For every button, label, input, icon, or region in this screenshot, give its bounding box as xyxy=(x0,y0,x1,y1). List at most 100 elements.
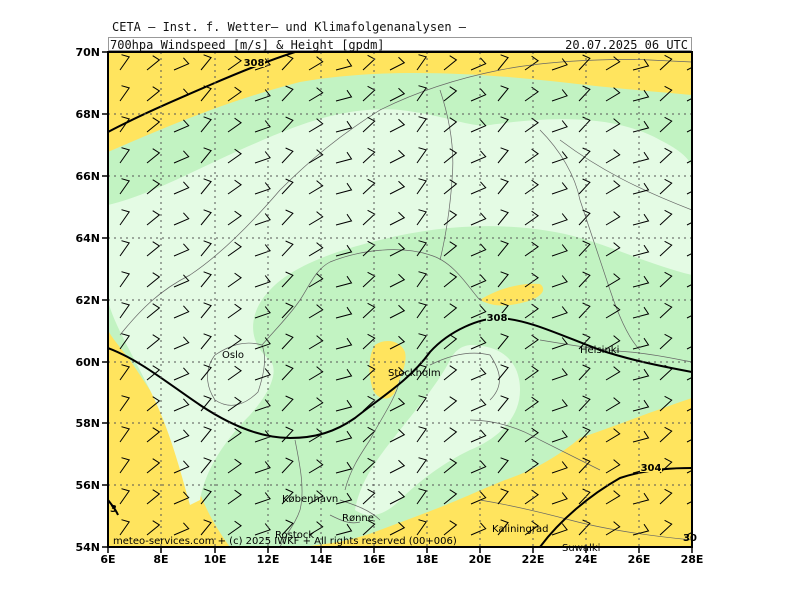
wind-barb xyxy=(470,491,487,505)
contour-308-main xyxy=(108,316,692,440)
wind-barb xyxy=(578,395,591,412)
wind-barb xyxy=(470,181,487,195)
wind-barb xyxy=(146,179,161,195)
wind-barb xyxy=(443,365,458,381)
wind-barb xyxy=(389,273,406,288)
wind-barb xyxy=(281,116,294,133)
wind-barb xyxy=(389,335,406,350)
wind-barb xyxy=(254,492,271,505)
wind-barb xyxy=(119,426,131,443)
wind-barb xyxy=(470,57,487,71)
wind-barb xyxy=(389,397,406,412)
wind-barb xyxy=(605,459,621,474)
contour-label-west: 3 xyxy=(110,504,117,515)
wind-barb xyxy=(524,117,539,133)
wind-barb xyxy=(308,304,324,319)
wind-barb xyxy=(362,147,376,164)
wind-barb xyxy=(173,119,190,133)
wind-barb xyxy=(227,117,242,133)
wind-barb xyxy=(254,306,271,319)
wind-barb xyxy=(551,58,568,71)
wind-barb xyxy=(389,428,406,443)
wind-barb xyxy=(443,396,458,412)
wind-barb xyxy=(173,150,190,164)
wind-barb xyxy=(335,213,353,226)
lon-label-22e: 22E xyxy=(522,553,545,566)
wind-barb xyxy=(200,85,212,102)
wind-barb xyxy=(362,85,376,102)
wind-barb xyxy=(416,271,428,288)
wind-barb xyxy=(524,210,539,226)
wind-barb xyxy=(200,302,212,319)
lat-label-64n: 64N xyxy=(75,232,100,245)
wind-barb xyxy=(497,209,509,226)
city-label-helsinki: Helsinki xyxy=(580,345,619,356)
wind-barb xyxy=(470,398,487,412)
wind-barb xyxy=(227,272,242,288)
wind-barb xyxy=(416,302,428,319)
wind-barb xyxy=(470,305,487,319)
wind-barb xyxy=(335,275,353,288)
wind-barb xyxy=(578,209,591,226)
wind-barb xyxy=(200,178,212,195)
wind-barb xyxy=(632,368,650,381)
wind-barb xyxy=(227,148,242,164)
wind-barb xyxy=(443,489,458,505)
wind-barb xyxy=(470,429,487,443)
wind-barb xyxy=(254,58,271,71)
wind-barb xyxy=(308,335,324,350)
wind-barb xyxy=(281,178,294,195)
height-contours xyxy=(108,52,692,547)
lon-label-12e: 12E xyxy=(257,553,280,566)
wind-barb xyxy=(497,333,509,350)
wind-barb xyxy=(443,55,458,71)
wind-barb xyxy=(119,147,131,164)
wind-barb xyxy=(443,210,458,226)
wind-barb xyxy=(632,492,650,505)
wind-barb xyxy=(227,365,242,381)
wind-barb xyxy=(335,306,353,319)
wind-barb xyxy=(551,461,568,474)
wind-barb xyxy=(524,427,539,443)
wind-barb xyxy=(254,430,271,443)
wind-barb xyxy=(470,212,487,226)
wind-barb xyxy=(389,87,406,102)
city-label-stockholm: Stockholm xyxy=(388,368,441,379)
wind-barb xyxy=(173,491,190,505)
wind-barb xyxy=(497,85,509,102)
wind-barb xyxy=(497,271,509,288)
lon-label-24e: 24E xyxy=(575,553,598,566)
wind-barb xyxy=(119,209,131,226)
lat-label-70n: 70N xyxy=(75,46,100,59)
wind-barb xyxy=(389,459,406,474)
wind-barb xyxy=(254,399,271,412)
wind-barb xyxy=(605,521,621,536)
wind-barb xyxy=(605,304,621,319)
wind-barb xyxy=(416,333,428,350)
wind-barb xyxy=(416,54,428,71)
wind-barb xyxy=(200,209,212,226)
wind-barb xyxy=(200,519,212,536)
wind-barb xyxy=(146,117,161,133)
wind-barb xyxy=(254,461,271,474)
contour-308-north xyxy=(108,52,296,133)
wind-barb xyxy=(443,458,458,474)
wind-barb xyxy=(551,244,568,257)
wind-barb xyxy=(416,426,428,443)
wind-barb xyxy=(335,492,353,505)
wind-barb xyxy=(389,180,406,195)
wind-barb xyxy=(632,430,650,443)
wind-barb xyxy=(632,182,650,195)
wind-barb xyxy=(146,520,161,536)
wind-barb xyxy=(335,523,353,536)
chart-field-title: 700hpa_Windspeed_[m/s]_&_Height_[gpdm] xyxy=(110,38,385,52)
wind-barb xyxy=(632,337,650,350)
wind-barb xyxy=(443,117,458,133)
wind-barb xyxy=(551,182,568,195)
wind-patch-yellow-2 xyxy=(480,283,544,306)
wind-barb xyxy=(173,243,190,257)
wind-barb xyxy=(281,209,294,226)
wind-barb xyxy=(281,302,294,319)
wind-barb xyxy=(497,178,509,195)
wind-barb xyxy=(659,54,673,71)
